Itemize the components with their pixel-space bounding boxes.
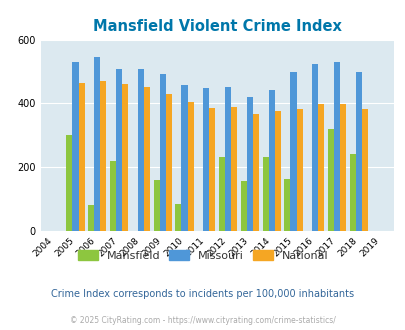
Bar xyxy=(230,107,237,231)
Bar xyxy=(339,104,345,231)
Bar xyxy=(246,97,252,231)
Bar xyxy=(355,72,361,231)
Bar xyxy=(100,81,106,231)
Bar xyxy=(349,154,355,231)
Bar xyxy=(262,157,268,231)
Bar xyxy=(361,109,367,231)
Bar xyxy=(94,57,100,231)
Bar xyxy=(327,129,333,231)
Bar xyxy=(138,69,144,231)
Bar xyxy=(72,62,78,231)
Bar xyxy=(144,87,150,231)
Bar xyxy=(159,74,165,231)
Bar xyxy=(181,85,187,231)
Bar xyxy=(290,72,296,231)
Bar xyxy=(268,90,274,231)
Bar xyxy=(284,179,290,231)
Bar xyxy=(274,112,280,231)
Bar xyxy=(318,104,324,231)
Bar xyxy=(122,83,128,231)
Legend: Mansfield, Missouri, National: Mansfield, Missouri, National xyxy=(74,247,331,264)
Bar xyxy=(218,157,224,231)
Bar xyxy=(224,87,230,231)
Bar xyxy=(311,64,318,231)
Bar xyxy=(296,109,302,231)
Bar xyxy=(203,88,209,231)
Bar xyxy=(110,161,116,231)
Title: Mansfield Violent Crime Index: Mansfield Violent Crime Index xyxy=(93,19,341,34)
Bar xyxy=(175,204,181,231)
Text: © 2025 CityRating.com - https://www.cityrating.com/crime-statistics/: © 2025 CityRating.com - https://www.city… xyxy=(70,315,335,325)
Bar xyxy=(153,180,159,231)
Bar xyxy=(240,181,246,231)
Bar xyxy=(66,135,72,231)
Bar xyxy=(116,69,122,231)
Bar xyxy=(333,62,339,231)
Bar xyxy=(209,108,215,231)
Text: Crime Index corresponds to incidents per 100,000 inhabitants: Crime Index corresponds to incidents per… xyxy=(51,289,354,299)
Bar xyxy=(252,114,258,231)
Bar xyxy=(187,102,193,231)
Bar xyxy=(88,206,94,231)
Bar xyxy=(78,82,84,231)
Bar xyxy=(165,94,171,231)
